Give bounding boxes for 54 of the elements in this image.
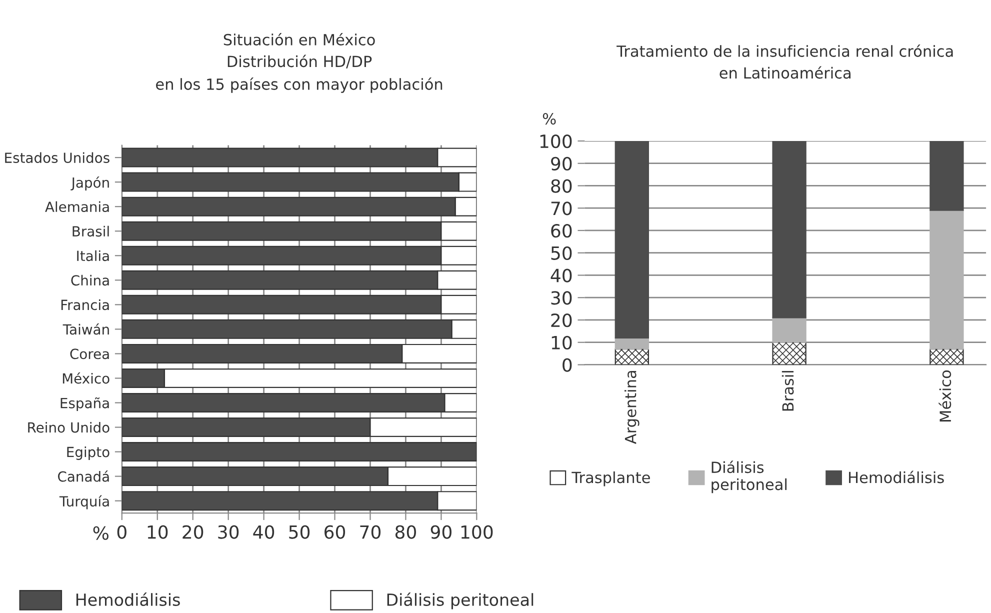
y-tick-label: Canadá [58, 470, 109, 482]
y-tick-label: 0 [562, 358, 572, 372]
x-tick-label: 10 [148, 525, 168, 539]
bar [614, 140, 649, 338]
bar [930, 210, 964, 350]
y-tick-label: 40 [550, 268, 572, 282]
y-tick-label: 30 [551, 291, 572, 305]
x-tick-label: 90 [430, 525, 452, 539]
legend-label: Hemodiálisis [849, 470, 944, 484]
y-tick-label: Brasil [72, 226, 109, 237]
y-tick-label: Turquía [59, 495, 109, 510]
y-tick-label: Francia [61, 299, 109, 310]
y-tick-label: 20 [551, 313, 572, 328]
x-tick-label: 100 [461, 525, 493, 539]
y-tick-label: Japón [70, 176, 109, 191]
y-axis-title: % [542, 113, 556, 125]
legend-label: Trasplante [572, 471, 650, 486]
x-tick-label: Argentina [624, 370, 640, 444]
bar [772, 317, 806, 343]
bar [930, 140, 964, 211]
y-tick-label: 90 [551, 156, 572, 170]
chart-title: Situación en México Distribución HD/DP en los 15 países con mayor población [156, 33, 442, 93]
legend-label: Diálisis peritoneal [712, 460, 787, 494]
x-tick-label: 70 [360, 525, 381, 539]
y-tick-label: Egipto [67, 446, 110, 460]
y-tick-label: 60 [551, 224, 572, 238]
x-tick-label: 30 [218, 525, 239, 539]
y-tick-label: Corea [70, 348, 109, 360]
y-tick-label: China [71, 274, 109, 286]
y-tick-label: Estados Unidos [5, 152, 110, 164]
x-tick-label: Brasil [782, 371, 794, 411]
y-tick-label: Taiwán [62, 323, 109, 335]
x-tick-label: México [938, 370, 952, 422]
x-tick-label: 40 [253, 525, 274, 539]
y-tick-label: Alemania [45, 201, 109, 212]
x-axis-title: % [93, 526, 108, 540]
x-tick-label: 0 [117, 525, 126, 539]
y-tick-label: 70 [551, 202, 572, 216]
x-tick-label: 20 [182, 525, 204, 539]
bar [772, 140, 806, 318]
x-tick-label: 50 [289, 525, 310, 539]
bar [122, 442, 477, 462]
y-tick-label: 100 [540, 134, 572, 148]
x-tick-label: 80 [395, 525, 416, 539]
y-tick-label: España [60, 397, 109, 412]
legend-label: Hemodiálisis [76, 592, 180, 606]
legend-label: Diálisis peritoneal [387, 592, 534, 610]
chart-title: Tratamiento de la insuficiencia renal crónica en Latinoamérica [616, 44, 953, 79]
y-tick-label: 80 [551, 179, 572, 193]
y-tick-label: Reino Unido [28, 422, 110, 433]
x-tick-label: 60 [324, 525, 346, 539]
y-tick-label: Italia [77, 250, 109, 262]
y-tick-label: 50 [551, 246, 572, 260]
y-tick-label: 10 [552, 336, 572, 350]
